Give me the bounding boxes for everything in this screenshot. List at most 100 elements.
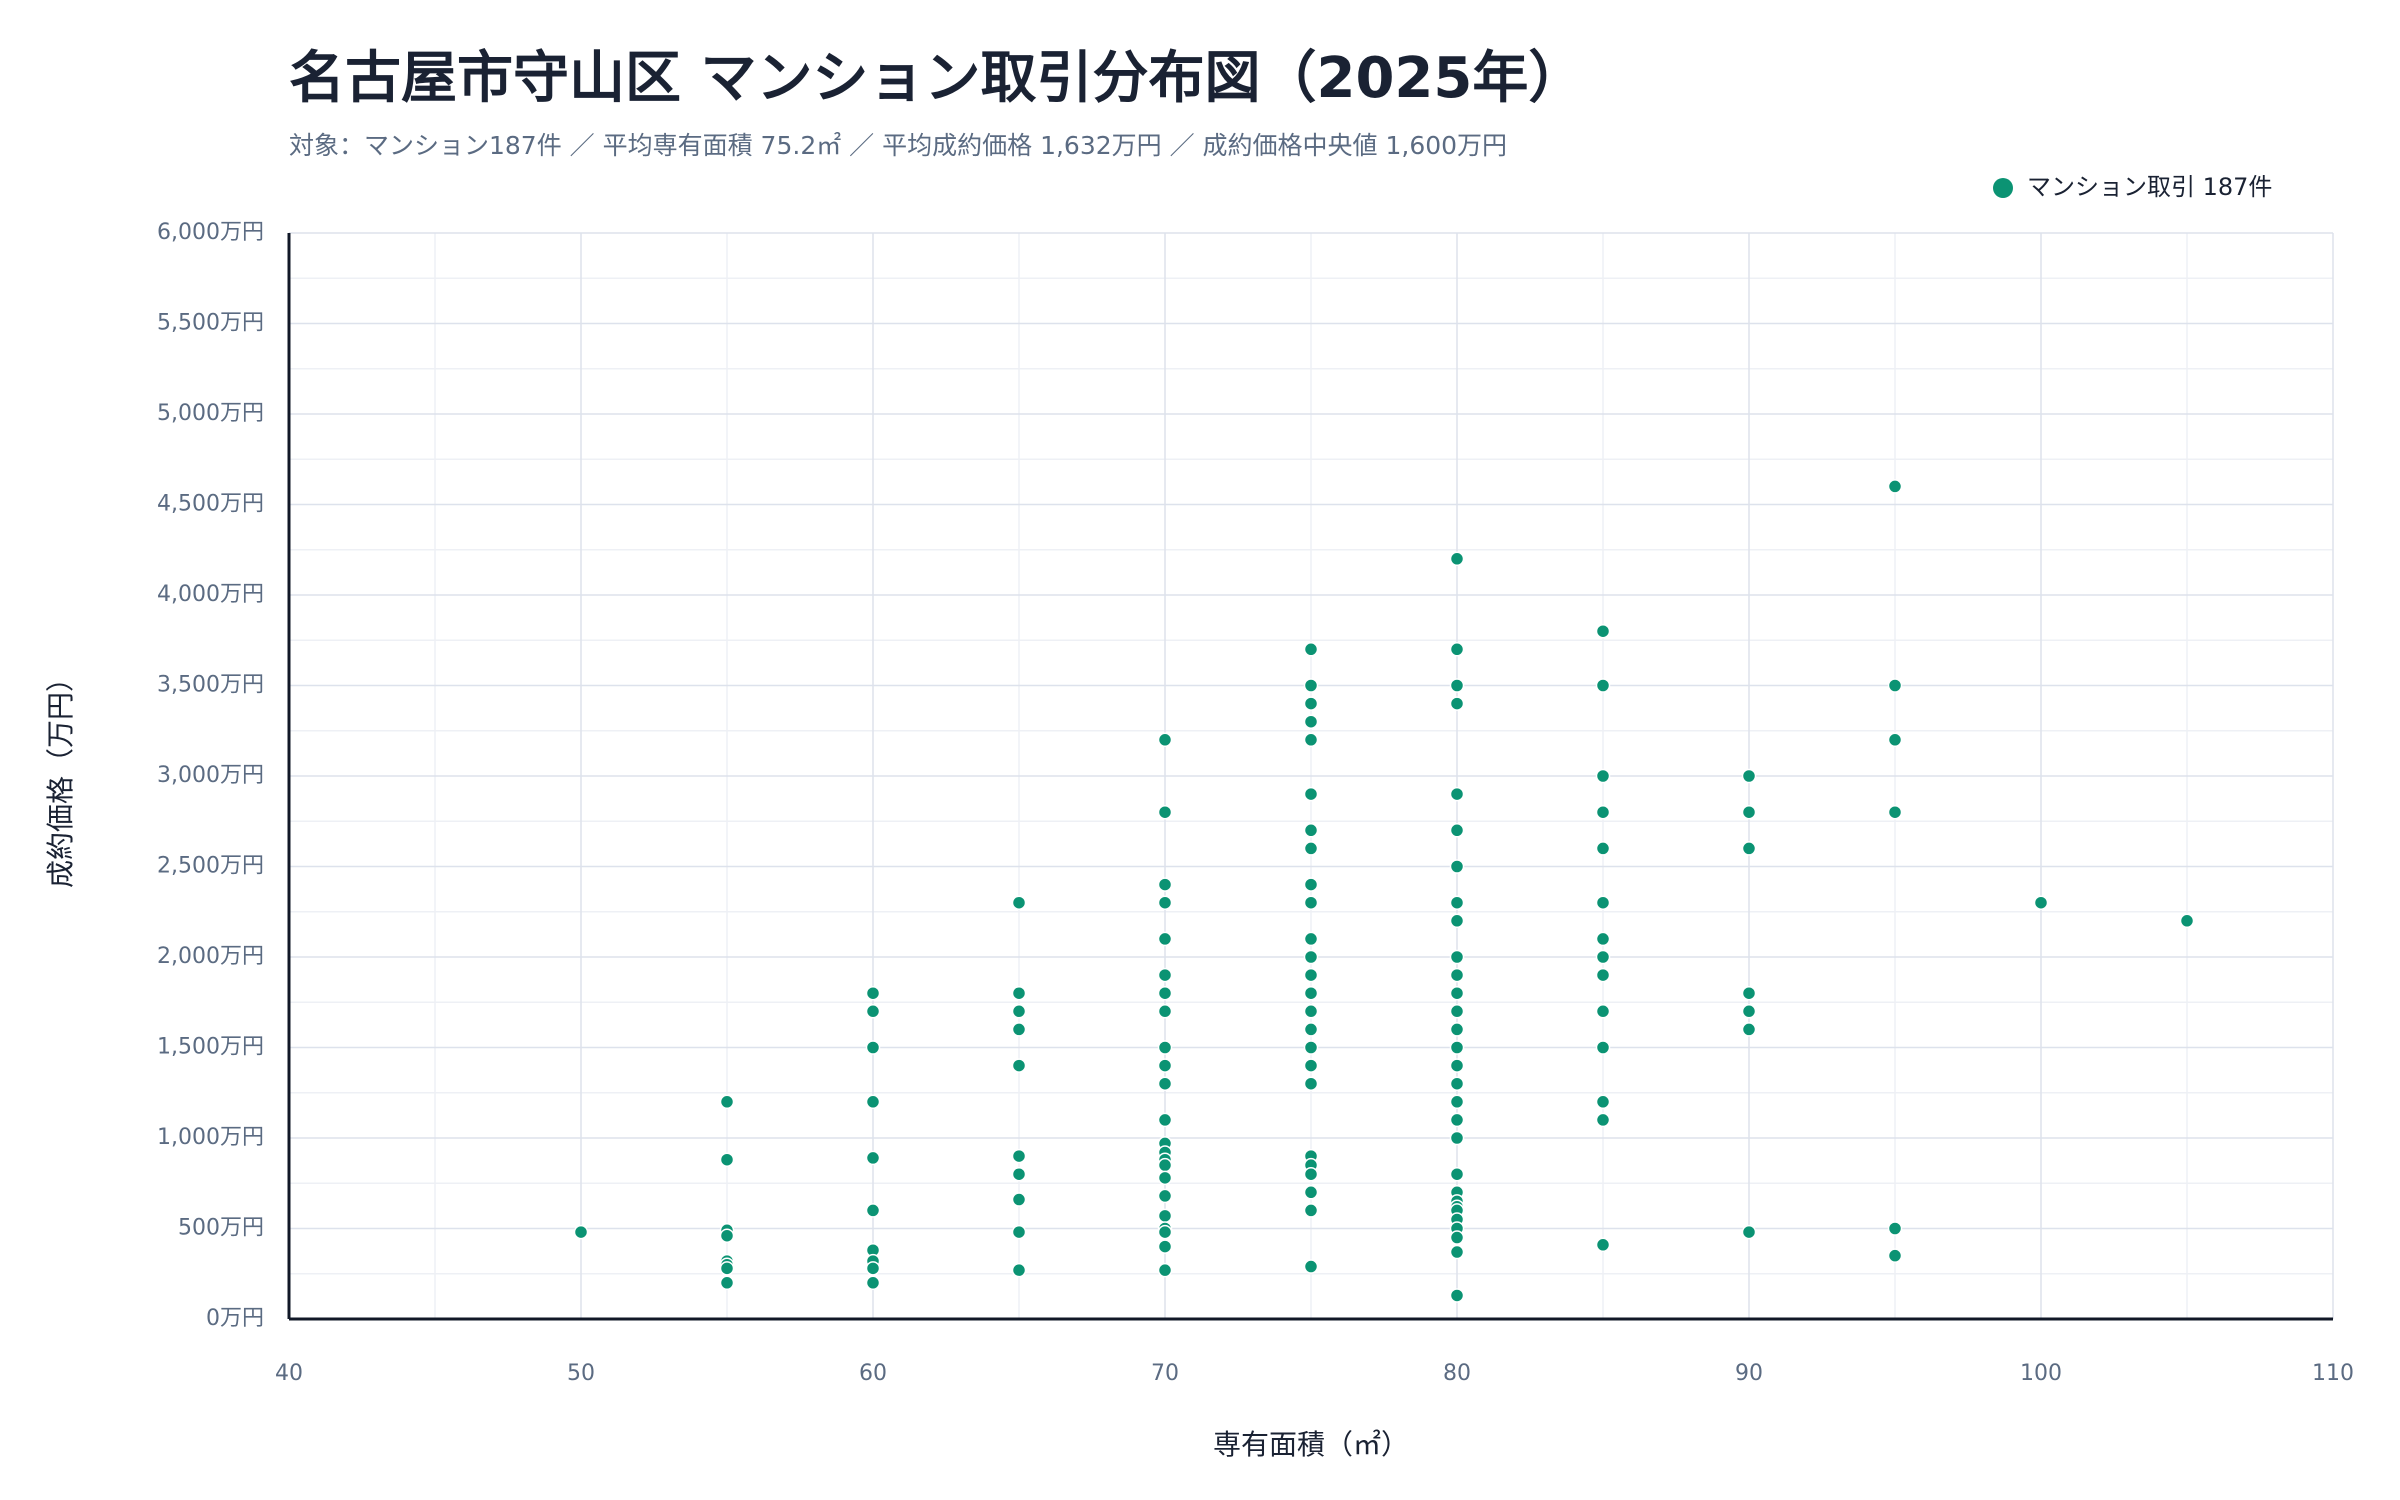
y-tick-label: 500万円 xyxy=(178,1216,264,1241)
scatter-point xyxy=(1157,1262,1173,1278)
y-tick-label: 3,500万円 xyxy=(157,673,264,698)
scatter-point xyxy=(1449,551,1465,567)
scatter-point xyxy=(1011,1004,1027,1019)
scatter-point xyxy=(1449,696,1465,711)
scatter-point xyxy=(1157,967,1173,983)
y-tick-label: 1,500万円 xyxy=(157,1035,264,1060)
scatter-point xyxy=(1449,1112,1465,1128)
scatter-point xyxy=(1157,1224,1173,1240)
y-tick-label: 4,500万円 xyxy=(157,492,264,517)
scatter-point xyxy=(1303,1076,1319,1091)
scatter-point xyxy=(865,1004,881,1019)
scatter-point xyxy=(1449,1094,1465,1110)
scatter-point xyxy=(1157,1208,1173,1224)
scatter-point xyxy=(1303,1259,1319,1274)
scatter-point xyxy=(1595,1112,1611,1128)
scatter-point xyxy=(1303,786,1319,802)
scatter-point xyxy=(1303,841,1319,856)
scatter-point xyxy=(865,1203,881,1218)
scatter-point xyxy=(719,1261,735,1276)
scatter-point xyxy=(1449,786,1465,802)
scatter-point xyxy=(1303,1166,1319,1182)
scatter-point xyxy=(1011,1192,1027,1207)
chart-title: 名古屋市守山区 マンション取引分布図（2025年） xyxy=(289,46,1584,111)
scatter-point xyxy=(1303,1203,1319,1218)
scatter-point xyxy=(1303,732,1319,748)
scatter-point xyxy=(1595,804,1611,820)
scatter-point xyxy=(719,1228,735,1243)
x-tick-label: 80 xyxy=(1443,1361,1471,1386)
scatter-point xyxy=(1595,895,1611,910)
scatter-point xyxy=(1303,678,1319,693)
scatter-point xyxy=(1303,931,1319,947)
scatter-point xyxy=(1303,1004,1319,1019)
scatter-point xyxy=(1595,1004,1611,1019)
scatter-point xyxy=(1595,949,1611,965)
x-tick-label: 70 xyxy=(1151,1361,1179,1386)
scatter-point xyxy=(865,1040,881,1055)
y-tick-label: 2,500万円 xyxy=(157,854,264,879)
scatter-point xyxy=(1449,1130,1465,1146)
scatter-point xyxy=(1595,1237,1611,1253)
scatter-point xyxy=(1011,1022,1027,1037)
x-tick-label: 50 xyxy=(567,1361,595,1386)
scatter-point xyxy=(1157,1058,1173,1073)
y-tick-label: 3,000万円 xyxy=(157,763,264,788)
scatter-point xyxy=(1303,877,1319,892)
scatter-point xyxy=(1887,732,1903,748)
scatter-point xyxy=(1157,985,1173,1001)
scatter-point xyxy=(1157,804,1173,820)
scatter-point xyxy=(1157,1076,1173,1091)
scatter-point xyxy=(865,1094,881,1110)
scatter-point xyxy=(1741,804,1757,820)
scatter-point xyxy=(1157,1040,1173,1055)
scatter-point xyxy=(1157,877,1173,892)
scatter-point xyxy=(1303,1185,1319,1200)
scatter-point xyxy=(1011,1262,1027,1278)
scatter-point xyxy=(1303,1022,1319,1037)
scatter-point xyxy=(1157,732,1173,748)
scatter-point xyxy=(1887,678,1903,693)
scatter-point xyxy=(1741,985,1757,1001)
x-tick-label: 60 xyxy=(859,1361,887,1386)
x-tick-label: 90 xyxy=(1735,1361,1763,1386)
scatter-point xyxy=(1449,823,1465,838)
scatter-point xyxy=(1449,949,1465,965)
scatter-point xyxy=(1303,985,1319,1001)
scatter-point xyxy=(1741,1004,1757,1019)
x-tick-label: 100 xyxy=(2020,1361,2062,1386)
scatter-point xyxy=(865,1261,881,1276)
y-tick-label: 4,000万円 xyxy=(157,582,264,607)
x-tick-label: 110 xyxy=(2312,1361,2354,1386)
scatter-point xyxy=(1449,1076,1465,1091)
scatter-point xyxy=(2179,913,2195,929)
legend-marker xyxy=(1993,178,2013,198)
scatter-point xyxy=(719,1275,735,1291)
y-tick-label: 5,000万円 xyxy=(157,401,264,426)
scatter-point xyxy=(1157,1112,1173,1128)
scatter-point xyxy=(1595,931,1611,947)
scatter-point xyxy=(1011,985,1027,1001)
scatter-point xyxy=(1303,1040,1319,1055)
scatter-point xyxy=(1595,678,1611,693)
scatter-point xyxy=(1449,1040,1465,1055)
scatter-point xyxy=(1449,678,1465,693)
y-tick-label: 5,500万円 xyxy=(157,311,264,336)
scatter-point xyxy=(865,1275,881,1291)
scatter-point xyxy=(1449,1230,1465,1245)
scatter-point xyxy=(1303,1058,1319,1073)
scatter-point xyxy=(1011,1166,1027,1182)
scatter-point xyxy=(1449,895,1465,910)
scatter-point xyxy=(1449,1166,1465,1182)
scatter-point xyxy=(1157,1239,1173,1254)
scatter-point xyxy=(1303,642,1319,657)
y-tick-label: 1,000万円 xyxy=(157,1125,264,1150)
scatter-point xyxy=(1449,859,1465,874)
scatter-point xyxy=(1157,1157,1173,1173)
scatter-point xyxy=(1157,895,1173,910)
scatter-point xyxy=(1303,714,1319,729)
scatter-point xyxy=(1157,1188,1173,1204)
x-axis-label: 専有面積（㎡） xyxy=(1213,1428,1409,1461)
